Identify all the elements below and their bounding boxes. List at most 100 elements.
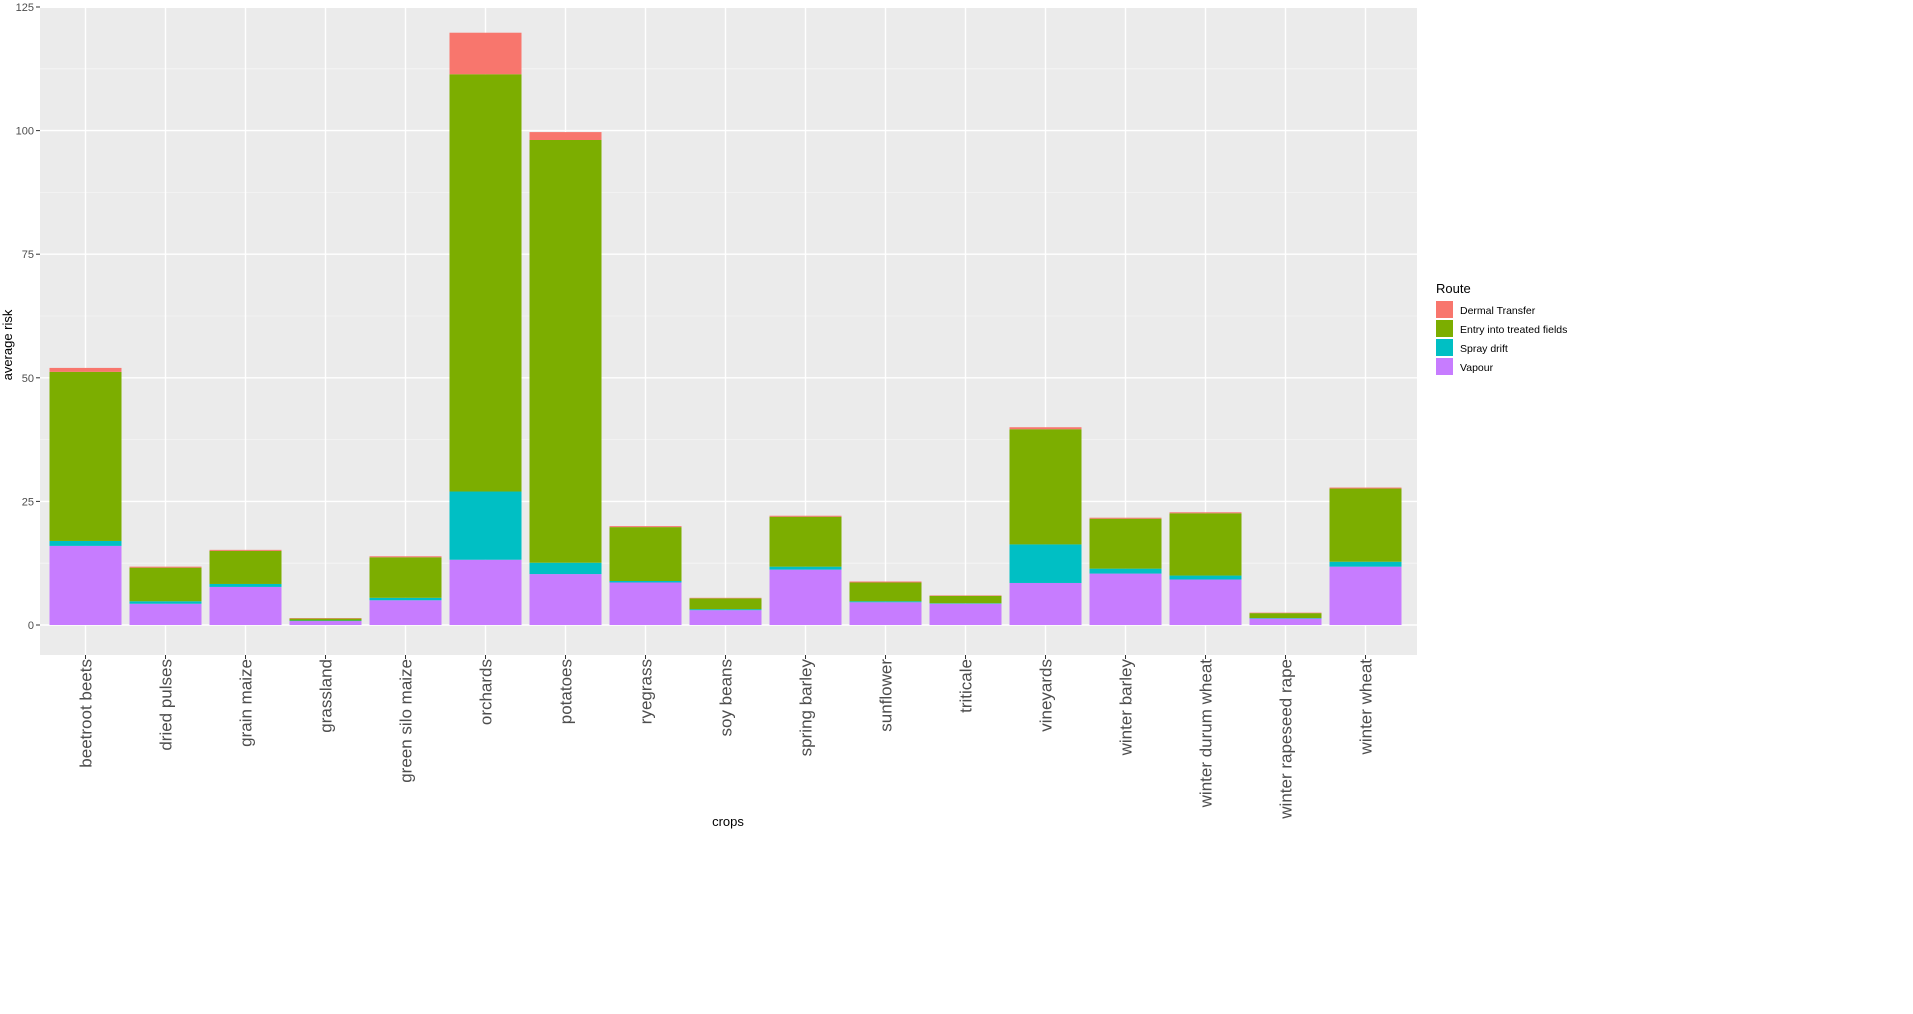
x-tick-label: beetroot beets [77, 659, 96, 768]
x-tick-label: winter rapeseed rape [1277, 659, 1296, 820]
y-axis: 0 25 50 75 100 125 [16, 2, 40, 632]
bar-segment [849, 582, 922, 602]
legend-label: Vapour [1460, 362, 1494, 374]
y-tick-label: 50 [22, 373, 34, 385]
bar-segment [769, 515, 842, 517]
bar-segment [49, 367, 122, 372]
y-axis-title: average risk [0, 309, 15, 380]
bar-segment [1169, 575, 1242, 580]
x-tick-label: spring barley [797, 659, 816, 757]
bar-segment [1329, 488, 1402, 562]
y-tick-label: 100 [16, 126, 34, 138]
bar-segment [1009, 582, 1082, 625]
bar-segment [1169, 579, 1242, 625]
bar-segment [849, 601, 922, 603]
legend-key [1436, 339, 1453, 356]
bar-segment [449, 32, 522, 75]
bar-segment [369, 556, 442, 558]
bar-segment [129, 567, 202, 602]
legend-key [1436, 358, 1453, 375]
x-tick-label: dried pulses [157, 659, 176, 751]
bar-segment [529, 574, 602, 625]
bar-segment [929, 603, 1002, 625]
bar-segment [49, 545, 122, 625]
x-tick-label: ryegrass [637, 659, 656, 724]
legend-key [1436, 301, 1453, 318]
bar-segment [289, 618, 362, 621]
bar-segment [369, 597, 442, 601]
x-tick-label: winter barley [1117, 659, 1136, 757]
bar-segment [1329, 561, 1402, 567]
bar-segment [449, 491, 522, 560]
bar-segment [1329, 566, 1402, 625]
bar-segment [129, 603, 202, 625]
legend: Route Dermal Transfer Entry into treated … [1436, 281, 1567, 375]
bar-segment [609, 527, 682, 581]
x-tick-label: winter durum wheat [1197, 659, 1216, 809]
bar-segment [209, 550, 282, 584]
bar-segment [1249, 613, 1322, 619]
y-tick-label: 0 [28, 620, 34, 632]
y-tick-label: 75 [22, 249, 34, 261]
bar-segment [449, 74, 522, 492]
y-tick-label: 125 [16, 2, 34, 14]
bar-segment [609, 580, 682, 583]
bar-segment [1249, 618, 1322, 625]
y-tick-label: 25 [22, 496, 34, 508]
x-tick-label: triticale [957, 659, 976, 713]
bar-segment [1169, 513, 1242, 576]
bar-segment [1009, 544, 1082, 583]
bar-segment [609, 582, 682, 625]
legend-key [1436, 320, 1453, 337]
bar-segment [49, 371, 122, 541]
x-tick-label: green silo maize [397, 659, 416, 783]
bar-segment [769, 516, 842, 567]
bar-segment [1089, 518, 1162, 569]
bar-segment [449, 559, 522, 625]
bar-segment [129, 601, 202, 604]
bar-segment [929, 595, 1002, 604]
bar-segment [529, 132, 602, 140]
bar-segment [1009, 427, 1082, 430]
bar-segment [209, 586, 282, 625]
bar-segment [369, 600, 442, 625]
bar-segment [1089, 573, 1162, 625]
bar-segment [529, 562, 602, 575]
bar-segment [689, 609, 762, 611]
bars [49, 32, 1402, 625]
x-tick-label: orchards [477, 659, 496, 725]
x-tick-label: grain maize [237, 659, 256, 747]
bar-segment [1089, 517, 1162, 519]
x-tick-label: sunflower [877, 659, 896, 732]
bar-segment [529, 139, 602, 563]
bar-segment [49, 540, 122, 546]
legend-label: Entry into treated fields [1460, 324, 1567, 336]
legend-label: Spray drift [1460, 343, 1508, 355]
x-tick-label: potatoes [557, 659, 576, 724]
bar-segment [129, 566, 202, 568]
bar-segment [769, 569, 842, 625]
x-tick-label: vineyards [1037, 659, 1056, 732]
x-axis: beetroot beets dried pulses grain maize gra… [77, 655, 1376, 820]
bar-segment [1009, 429, 1082, 545]
x-axis-title: crops [712, 814, 744, 829]
bar-segment [209, 549, 282, 551]
bar-segment [289, 621, 362, 625]
bar-segment [689, 598, 762, 610]
legend-title: Route [1436, 281, 1471, 296]
bar-segment [849, 581, 922, 583]
bar-segment [1089, 568, 1162, 574]
bar-segment [609, 526, 682, 528]
bar-segment [849, 602, 922, 625]
x-tick-label: winter wheat [1357, 659, 1376, 756]
bar-segment [1329, 487, 1402, 489]
bar-segment [1169, 512, 1242, 514]
legend-label: Dermal Transfer [1460, 305, 1536, 317]
x-tick-label: grassland [317, 659, 336, 733]
bar-segment [369, 557, 442, 598]
bar-segment [209, 583, 282, 587]
x-tick-label: soy beans [717, 659, 736, 737]
bar-segment [769, 566, 842, 570]
bar-segment [689, 610, 762, 625]
